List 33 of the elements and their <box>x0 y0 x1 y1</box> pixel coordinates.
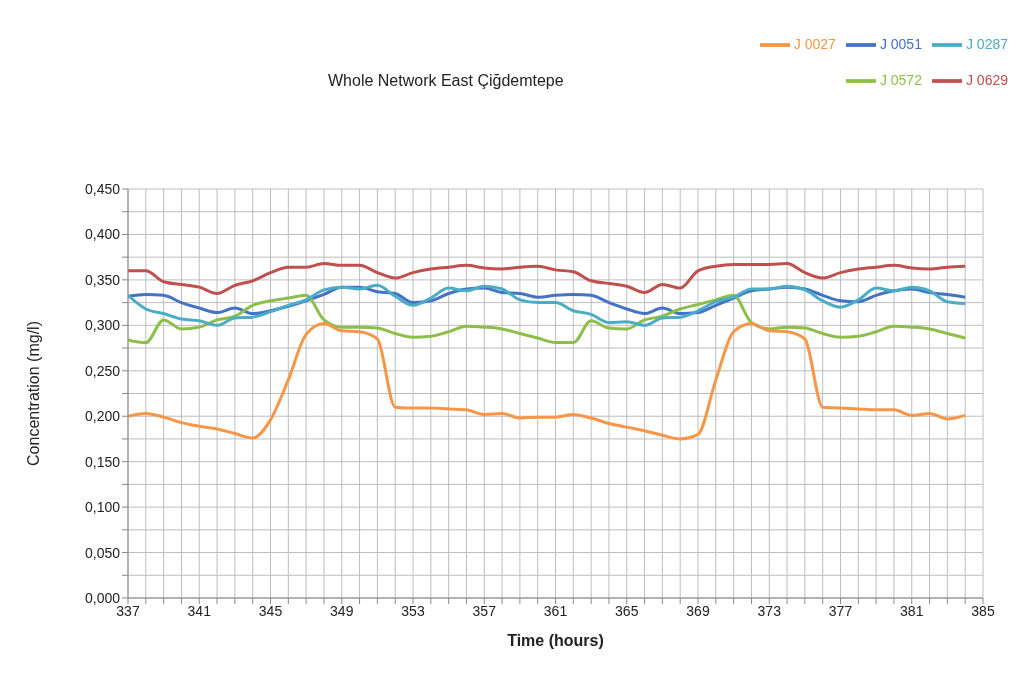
legend-label: J 0287 <box>965 36 1008 52</box>
line-series <box>128 262 967 296</box>
x-tick-label: 369 <box>686 602 710 619</box>
chart-title: Whole Network East Çiğdemtepe <box>328 72 564 90</box>
y-tick-label: 0,250 <box>84 362 121 379</box>
line-series <box>128 322 967 441</box>
x-tick-label: 349 <box>330 602 354 619</box>
y-tick-label: 0,450 <box>84 180 121 197</box>
x-tick-label: 357 <box>472 602 497 619</box>
y-tick-label: 0,350 <box>84 271 121 288</box>
y-tick-label: 0,300 <box>84 317 121 334</box>
y-tick-label: 0,400 <box>84 226 121 243</box>
x-axis-title: Time (hours) <box>507 632 604 649</box>
legend-label: J 0027 <box>793 36 836 52</box>
x-tick-label: 385 <box>971 602 995 619</box>
x-tick-label: 341 <box>187 602 212 619</box>
line-series <box>128 283 967 327</box>
y-axis-title: Concentration (mg/l) <box>24 321 42 466</box>
line-series <box>128 293 967 345</box>
legend-label: J 0051 <box>879 36 922 52</box>
legend-label: J 0629 <box>965 72 1008 88</box>
y-tick-label: 0,100 <box>84 499 121 516</box>
y-tick-label: 0,200 <box>84 408 121 425</box>
legend-label: J 0572 <box>879 72 922 88</box>
x-tick-label: 365 <box>615 602 639 619</box>
x-tick-label: 381 <box>900 602 924 619</box>
x-tick-label: 353 <box>401 602 425 619</box>
y-tick-label: 0,150 <box>84 453 121 470</box>
x-tick-label: 377 <box>828 602 853 619</box>
y-tick-label: 0,050 <box>84 544 121 561</box>
x-tick-label: 345 <box>258 602 283 619</box>
x-tick-label: 361 <box>543 602 568 619</box>
x-tick-label: 373 <box>757 602 782 619</box>
